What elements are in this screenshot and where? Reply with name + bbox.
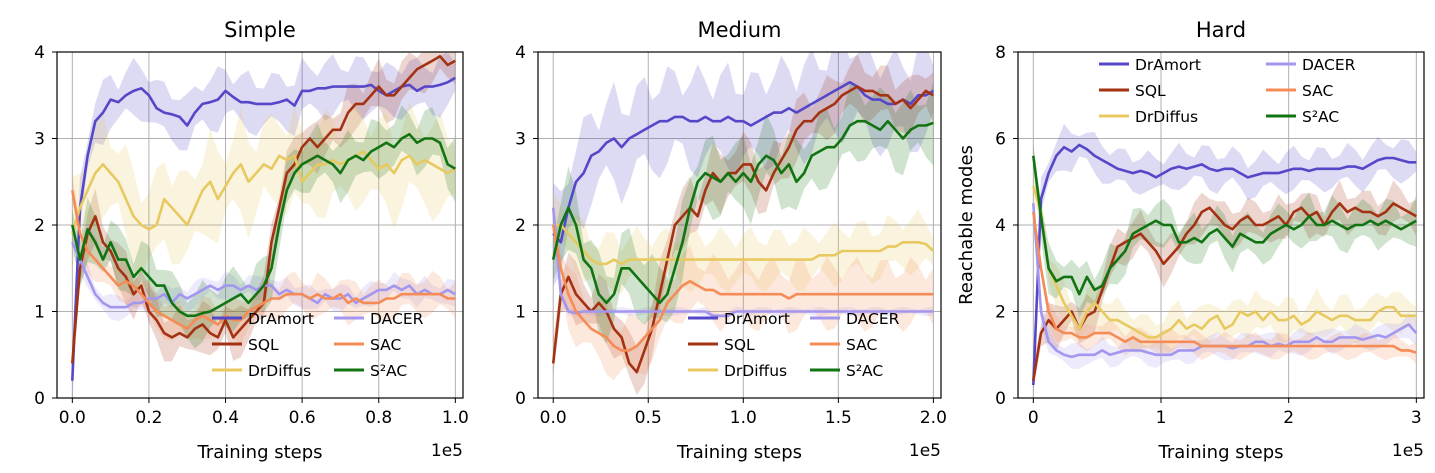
x-tick-label: 0.4 — [212, 408, 239, 428]
chart-title: Hard — [1196, 18, 1246, 42]
band-dacer — [553, 205, 934, 320]
legend-label-sac: SAC — [846, 336, 877, 354]
series-line-sql — [551, 85, 935, 374]
legend-label-s-ac: S²AC — [370, 362, 407, 380]
series-line-dramort — [1032, 143, 1417, 386]
x-tick-label: 1.0 — [442, 408, 469, 428]
chart-title: Medium — [698, 18, 782, 42]
x-tick-label: 2.0 — [920, 408, 947, 428]
y-tick-label: 4 — [34, 43, 45, 63]
legend-label-drdiffus: DrDiffus — [1135, 108, 1198, 126]
band-s-ac — [553, 82, 934, 344]
x-tick-label: 0.5 — [635, 408, 662, 428]
legend-label-dacer: DACER — [846, 310, 900, 328]
x-tick-label: 0.0 — [540, 408, 567, 428]
x-tick-label: 0.2 — [135, 408, 162, 428]
x-tick-label: 0.6 — [289, 408, 316, 428]
x-tick-label: 1.0 — [730, 408, 757, 428]
band-drdiffus — [72, 99, 456, 276]
series-line-drdiffus — [553, 223, 935, 266]
series-line-s-ac — [551, 119, 934, 305]
y-axis-label: Reachable modes — [956, 145, 977, 305]
legend-label-s-ac: S²AC — [846, 362, 883, 380]
series-line-sac — [551, 224, 934, 352]
x-axis-label: Training steps — [1157, 442, 1283, 463]
plot-area — [71, 52, 456, 398]
x-tick-label: 2 — [1283, 408, 1294, 428]
y-tick-label: 1 — [515, 303, 526, 323]
x-axis-label: Training steps — [676, 442, 802, 463]
y-tick-label: 2 — [34, 216, 45, 236]
y-tick-label: 3 — [515, 130, 526, 150]
legend-label-drdiffus: DrDiffus — [724, 362, 787, 380]
band-dramort — [553, 52, 934, 287]
band-drdiffus — [553, 191, 934, 294]
series-line-dramort — [552, 81, 935, 244]
legend-label-sac: SAC — [370, 336, 401, 354]
y-tick-label: 8 — [995, 43, 1006, 63]
y-tick-label: 4 — [515, 43, 526, 63]
band-sql — [1033, 180, 1417, 390]
x-tick-label: 0.8 — [365, 408, 392, 428]
y-tick-label: 2 — [515, 216, 526, 236]
y-tick-label: 0 — [995, 389, 1006, 409]
y-tick-label: 3 — [34, 130, 45, 150]
legend-label-dacer: DACER — [370, 310, 424, 328]
chart-title: Simple — [224, 18, 296, 42]
band-sql — [72, 52, 456, 374]
legend-label-sql: SQL — [724, 336, 755, 354]
x-tick-label: 1.5 — [825, 408, 852, 428]
x-multiplier-label: 1e5 — [431, 441, 463, 461]
series-line-s-ac — [71, 132, 456, 318]
series-line-sac — [1032, 211, 1417, 354]
series-line-dramort — [71, 76, 456, 381]
legend-label-dramort: DrAmort — [1135, 56, 1201, 74]
y-tick-label: 6 — [995, 130, 1006, 150]
plot-area — [1032, 123, 1418, 398]
legend: DrAmort DACER SQL SAC DrDiffus S²AC — [1099, 56, 1356, 126]
series-line-sac — [71, 190, 456, 331]
band-sac — [1033, 201, 1417, 365]
series-line-drdiffus — [1032, 185, 1417, 339]
legend-label-sql: SQL — [1135, 82, 1166, 100]
y-tick-label: 0 — [34, 389, 45, 409]
legend-label-dacer: DACER — [1302, 56, 1356, 74]
band-drdiffus — [1033, 162, 1417, 353]
legend-label-drdiffus: DrDiffus — [248, 362, 311, 380]
series-line-drdiffus — [71, 150, 456, 235]
band-dacer — [1033, 198, 1417, 369]
x-multiplier-label: 1e5 — [1392, 441, 1424, 461]
chart-hard: 0 1 2 3 0 2 4 6 8 Hard Training steps 1e5 Reachable … — [956, 18, 1425, 463]
y-tick-label: 4 — [995, 216, 1006, 236]
legend-label-s-ac: S²AC — [1302, 108, 1339, 126]
band-s-ac — [1033, 144, 1417, 318]
legend: DrAmort DACER SQL SAC DrDiffus S²AC — [212, 310, 424, 380]
plot-area — [551, 52, 935, 396]
legend: DrAmort DACER SQL SAC DrDiffus S²AC — [688, 310, 900, 380]
y-tick-label: 0 — [515, 389, 526, 409]
y-tick-label: 2 — [995, 303, 1006, 323]
legend-label-dramort: DrAmort — [724, 310, 790, 328]
series-line-dacer — [551, 207, 934, 318]
x-tick-label: 0 — [1028, 408, 1039, 428]
chart-medium: 0.0 0.5 1.0 1.5 2.0 0 1 2 3 4 Medium Training steps… — [515, 18, 947, 463]
band-dramort — [1033, 123, 1417, 398]
legend-label-sql: SQL — [248, 336, 279, 354]
band-dramort — [72, 52, 456, 398]
x-tick-label: 0.0 — [59, 408, 86, 428]
chart-simple: 0.0 0.2 0.4 0.6 0.8 1.0 0 1 2 3 4 Simple Training st… — [34, 18, 469, 463]
x-axis-label: Training steps — [196, 442, 322, 463]
x-multiplier-label: 1e5 — [909, 441, 941, 461]
series-line-s-ac — [1032, 155, 1417, 296]
x-tick-label: 3 — [1411, 408, 1422, 428]
legend-label-sac: SAC — [1302, 82, 1333, 100]
legend-label-dramort: DrAmort — [248, 310, 314, 328]
y-tick-label: 1 — [34, 303, 45, 323]
x-tick-label: 1 — [1156, 408, 1167, 428]
band-s-ac — [72, 105, 456, 349]
